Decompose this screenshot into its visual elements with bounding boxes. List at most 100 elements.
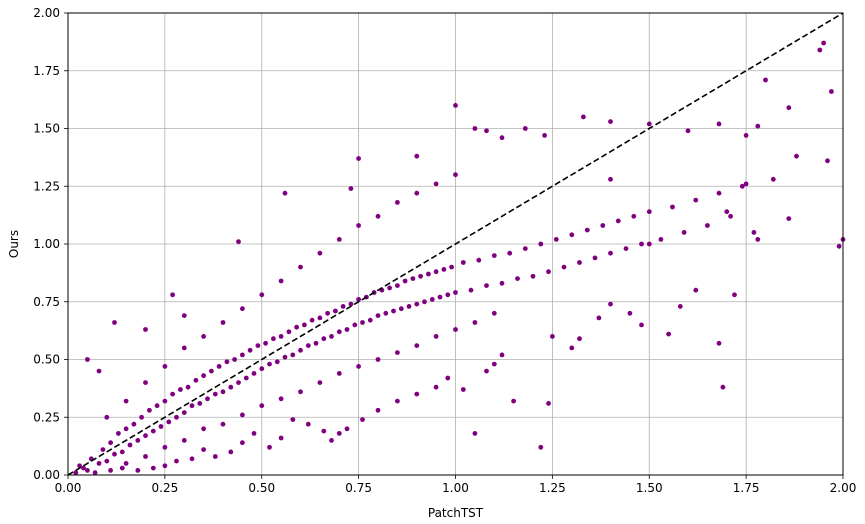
scatter-point: [561, 264, 567, 270]
scatter-point: [433, 384, 439, 390]
scatter-point: [108, 440, 113, 446]
scatter-point: [123, 426, 129, 432]
scatter-point: [294, 324, 299, 330]
scatter-point: [282, 190, 288, 196]
scatter-point: [623, 246, 629, 252]
scatter-point: [491, 310, 497, 316]
scatter-point: [135, 438, 141, 443]
scatter-point: [584, 227, 590, 233]
scatter-point: [484, 283, 489, 288]
scatter-point: [321, 336, 327, 342]
scatter-point: [367, 317, 373, 323]
scatter-point: [325, 310, 330, 316]
scatter-point: [732, 292, 737, 298]
y-tick-label: 0.00: [33, 468, 60, 482]
scatter-point: [360, 320, 365, 325]
scatter-point: [212, 454, 218, 459]
scatter-point: [433, 334, 439, 339]
scatter-point: [581, 114, 586, 120]
scatter-point: [251, 431, 257, 436]
scatter-point: [259, 403, 265, 409]
scatter-point: [197, 401, 203, 406]
scatter-point: [247, 347, 253, 353]
scatter-point: [240, 306, 245, 312]
scatter-point: [829, 89, 834, 94]
scatter-point: [333, 308, 338, 314]
scatter-point: [162, 444, 168, 450]
identity-reference-line: [67, 12, 844, 476]
scatter-point: [433, 181, 439, 187]
scatter-point: [507, 250, 513, 256]
scatter-point: [278, 435, 284, 441]
scatter-point: [139, 414, 145, 420]
scatter-point: [143, 433, 148, 439]
scatter-point: [391, 308, 396, 314]
scatter-point: [716, 190, 722, 196]
scatter-point: [615, 218, 621, 224]
scatter-point: [608, 176, 613, 182]
scatter-point: [453, 172, 458, 178]
scatter-point: [240, 440, 245, 446]
scatter-point: [104, 458, 110, 464]
scatter-point: [209, 368, 214, 374]
scatter-point: [228, 449, 234, 455]
scatter-point: [476, 257, 482, 263]
scatter-point: [484, 128, 489, 134]
x-tick-label: 1.00: [442, 481, 469, 495]
x-tick-label: 1.25: [539, 481, 566, 495]
scatter-point: [282, 354, 288, 360]
scatter-point: [522, 246, 528, 252]
scatter-point: [600, 223, 606, 228]
scatter-point: [453, 103, 458, 108]
scatter-point: [143, 380, 148, 385]
scatter-point: [685, 128, 691, 134]
scatter-point: [298, 389, 303, 395]
scatter-point: [639, 322, 644, 328]
scatter-point: [677, 304, 683, 309]
scatter-point: [472, 320, 478, 325]
scatter-point: [608, 250, 613, 256]
scatter-point: [383, 310, 389, 316]
scatter-point: [267, 361, 272, 367]
scatter-point: [77, 463, 82, 469]
scatter-point: [189, 403, 195, 409]
scatter-point: [666, 331, 671, 337]
scatter-point: [123, 461, 129, 466]
scatter-point: [460, 260, 466, 265]
scatter-point: [530, 273, 536, 279]
scatter-point: [356, 364, 361, 369]
scatter-point: [743, 133, 749, 138]
scatter-point: [340, 304, 346, 309]
scatter-point: [143, 454, 148, 459]
scatter-point: [472, 126, 478, 131]
scatter-point: [402, 278, 408, 284]
scatter-point: [290, 352, 296, 358]
scatter-point: [542, 133, 547, 138]
scatter-point: [240, 412, 245, 418]
scatter-point: [178, 387, 183, 392]
scatter-point: [274, 359, 280, 365]
scatter-point: [201, 447, 207, 452]
scatter-point: [356, 297, 361, 302]
scatter-point: [321, 428, 327, 434]
scatter-point: [313, 340, 319, 346]
x-tick-label: 0.75: [345, 481, 372, 495]
scatter-point: [143, 327, 148, 332]
scatter-point: [166, 419, 172, 425]
scatter-point: [278, 334, 284, 339]
scatter-point: [336, 237, 342, 242]
scatter-point: [414, 301, 420, 307]
scatter-point: [317, 315, 323, 321]
scatter-point: [395, 350, 400, 355]
scatter-point: [422, 299, 427, 305]
scatter-point: [786, 105, 792, 111]
scatter-point: [336, 431, 342, 436]
scatter-point: [414, 343, 420, 348]
scatter-point: [720, 384, 726, 390]
scatter-point: [546, 401, 551, 406]
scatter-point: [472, 431, 478, 436]
scatter-point: [100, 447, 106, 452]
scatter-point: [646, 241, 652, 247]
scatter-point: [309, 317, 315, 323]
scatter-point: [511, 398, 516, 404]
